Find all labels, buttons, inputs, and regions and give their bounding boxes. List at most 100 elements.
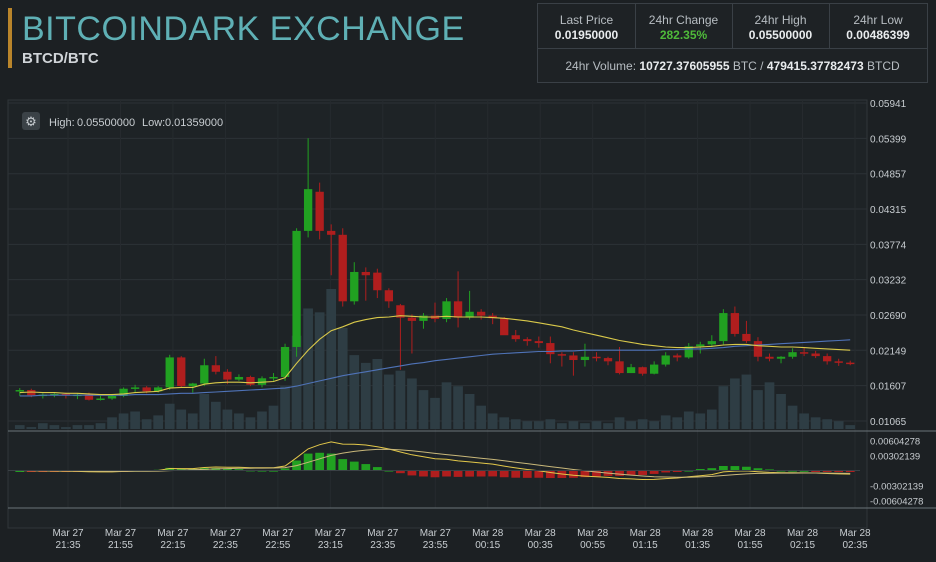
candle-body [84,394,94,400]
volume-btcd-value: 479415.37782473 [766,59,864,73]
candle-body [673,355,682,358]
change-cell: 24hr Change 282.35% [635,4,733,48]
candle-body [569,355,578,361]
candle-body [280,346,290,377]
volume-bar [395,370,406,429]
macd-histogram-bar [569,470,578,478]
volume-bar [199,394,210,429]
time-tick-date: Mar 27 [157,528,189,539]
time-tick-time: 00:55 [580,540,605,551]
macd-histogram-bar [326,453,336,471]
macd-histogram-bar [499,470,509,478]
volume-bar [430,397,440,429]
candle-body [419,315,428,321]
candle-body [546,343,555,355]
volume-bar [753,390,763,429]
last-price-cell: Last Price 0.01950000 [538,4,636,48]
volume-bar [337,327,348,429]
time-tick-time: 22:55 [265,540,290,551]
volume-bar [799,413,809,429]
last-price-value: 0.01950000 [554,28,619,42]
candle-body [396,305,405,318]
time-tick-date: Mar 27 [315,528,347,539]
candle-body [511,335,520,340]
volume-bar [153,415,164,429]
gear-icon[interactable]: ⚙ [25,114,37,129]
chart-area[interactable]: 0.05941 0.05399 0.04857 0.04315 0.03774 0.032… [0,96,936,557]
macd-histogram-bar [695,469,705,471]
volume-bar [349,355,360,429]
macd-panel [8,430,936,509]
time-tick-date: Mar 27 [262,528,294,539]
volume-bar [14,425,25,429]
macd-histogram-bar [396,470,405,474]
candle-body [742,333,751,342]
gear-icon-bg[interactable] [22,112,40,130]
ma-slow-line [19,339,851,397]
volume-bar [95,423,106,429]
volume-bar [810,417,821,429]
candle-body [776,356,786,359]
candle-body [96,398,105,400]
volume-bar [695,413,706,429]
volume-bar [37,423,48,429]
macd-histogram-bar [465,470,474,477]
macd-histogram-bar [730,466,740,471]
candle-body [500,318,509,336]
macd-histogram-bar [753,468,763,471]
time-tick-time: 23:35 [370,540,395,551]
volume-label: 24hr Volume: [565,59,637,73]
high-value: 0.05500000 [748,28,813,42]
candle-body [799,352,809,354]
volume-bar [545,419,556,429]
volume-bar [787,405,798,429]
price-tick-label: 0.02149 [870,346,907,357]
volume-row: 24hr Volume: 10727.37605955 BTC / 479415… [538,48,927,83]
candle-body [315,191,324,231]
volume-bar [522,421,533,429]
volume-bar [72,425,83,429]
volume-bar [268,405,279,429]
volume-bar [326,289,337,429]
volume-bar [407,378,417,429]
macd-histogram-bar [407,470,417,476]
volume-bar [822,419,833,429]
volume-bar [141,419,152,429]
candle-body [696,344,705,347]
macd-histogram-bar [176,468,186,471]
time-tick-date: Mar 27 [210,528,242,539]
high-cell: 24hr High 0.05500000 [732,4,830,48]
macd-histogram-bar [442,470,451,477]
volume-bar [476,405,486,429]
low-cell: 24hr Low 0.00486399 [829,4,927,48]
chart-low-label: Low: [142,117,165,129]
volume-bar [718,386,729,429]
macd-histogram-bar [338,459,348,471]
volume-bar [49,425,60,429]
volume-bar [730,378,740,429]
price-tick-label: 0.01065 [870,417,907,428]
macd-histogram-bar [234,469,244,471]
macd-histogram-bar [361,464,371,471]
volume-bar [464,394,475,429]
macd-histogram-bar [488,470,498,477]
macd-histogram-bar [615,470,624,476]
time-tick-date: Mar 27 [105,528,137,539]
candle-body [27,390,36,396]
candle-body [603,358,613,362]
time-tick-time: 22:35 [213,540,238,551]
chart-info-box: ⚙ High: 0.05500000 Low: 0.01359000 [22,112,223,130]
price-chart[interactable]: 0.05941 0.05399 0.04857 0.04315 0.03774 0.032… [0,96,936,557]
candle-body [177,357,186,387]
price-tick-label: 0.04857 [870,170,907,181]
volume-bar [61,427,71,429]
time-tick-time: 21:35 [55,540,80,551]
volume-bar [510,419,521,429]
macd-tick-label: 0.00302139 [870,452,920,463]
time-tick-date: Mar 28 [472,528,504,539]
candle-body [15,390,24,392]
macd-histogram-bar [534,470,544,478]
change-value: 282.35% [659,28,708,42]
macd-tick-label: 0.00604278 [870,437,920,448]
time-tick-time: 02:15 [790,540,815,551]
